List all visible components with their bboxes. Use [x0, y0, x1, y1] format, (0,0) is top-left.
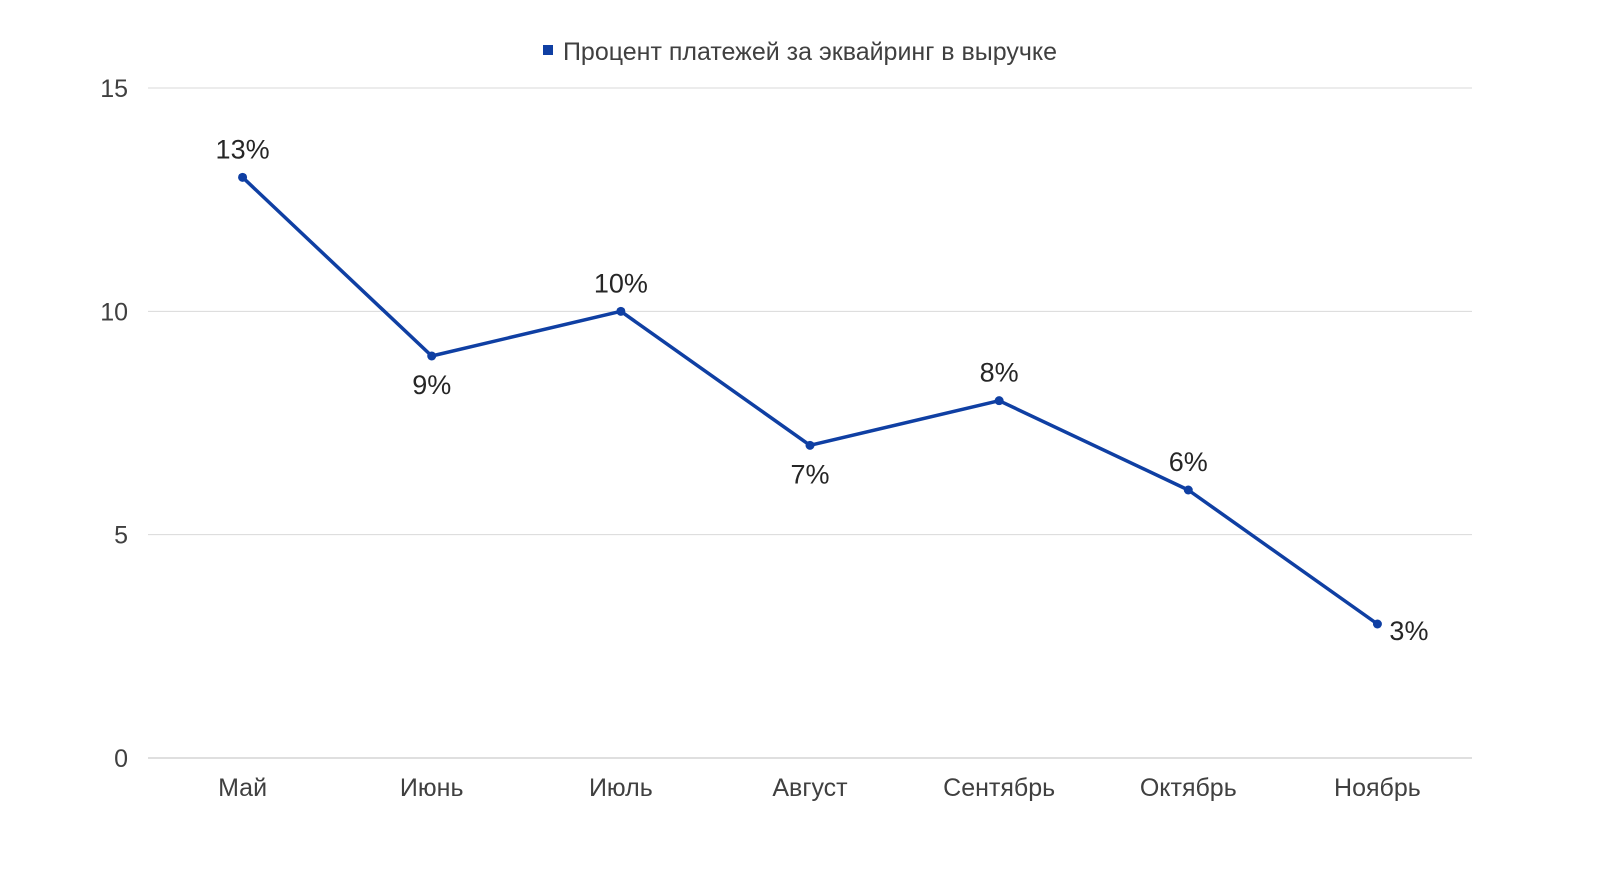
y-tick-label: 10: [100, 298, 128, 326]
data-label: 7%: [790, 459, 829, 489]
series-layer: [238, 172, 1382, 629]
x-tick-label: Июнь: [400, 774, 464, 802]
x-tick-label: Ноябрь: [1334, 774, 1421, 802]
legend: Процент платежей за эквайринг в выручке: [0, 38, 1600, 67]
data-label: 13%: [216, 134, 270, 164]
data-point: [616, 306, 626, 316]
x-tick-label: Октябрь: [1140, 774, 1237, 802]
x-tick-label: Сентябрь: [943, 774, 1055, 802]
data-point: [427, 351, 437, 361]
gridlines: [148, 87, 1472, 759]
data-label: 9%: [412, 370, 451, 400]
data-point: [994, 396, 1004, 406]
x-tick-label: Май: [218, 774, 267, 802]
legend-swatch: [542, 45, 553, 55]
y-tick-label: 5: [114, 522, 128, 550]
data-label: 8%: [980, 358, 1019, 388]
x-tick-label: Июль: [589, 774, 653, 802]
data-point: [238, 172, 248, 182]
x-axis-tick-labels: Май Июнь Июль Август Сентябрь Октябрь Ноябрь: [218, 774, 1421, 802]
data-labels: 13% 9% 10% 7% 8% 6% 3%: [216, 134, 1429, 646]
data-label: 10%: [594, 268, 648, 298]
data-label: 3%: [1389, 616, 1428, 646]
data-point: [1183, 485, 1193, 495]
x-tick-label: Август: [772, 774, 848, 802]
y-axis-tick-labels: 0 5 10 15: [100, 75, 128, 773]
data-label: 6%: [1169, 447, 1208, 477]
y-tick-label: 0: [114, 745, 128, 773]
series-line: [241, 176, 1379, 626]
y-tick-label: 15: [100, 75, 128, 103]
data-point: [1372, 619, 1382, 629]
legend-label: Процент платежей за эквайринг в выручке: [562, 38, 1058, 66]
data-point: [805, 440, 815, 450]
